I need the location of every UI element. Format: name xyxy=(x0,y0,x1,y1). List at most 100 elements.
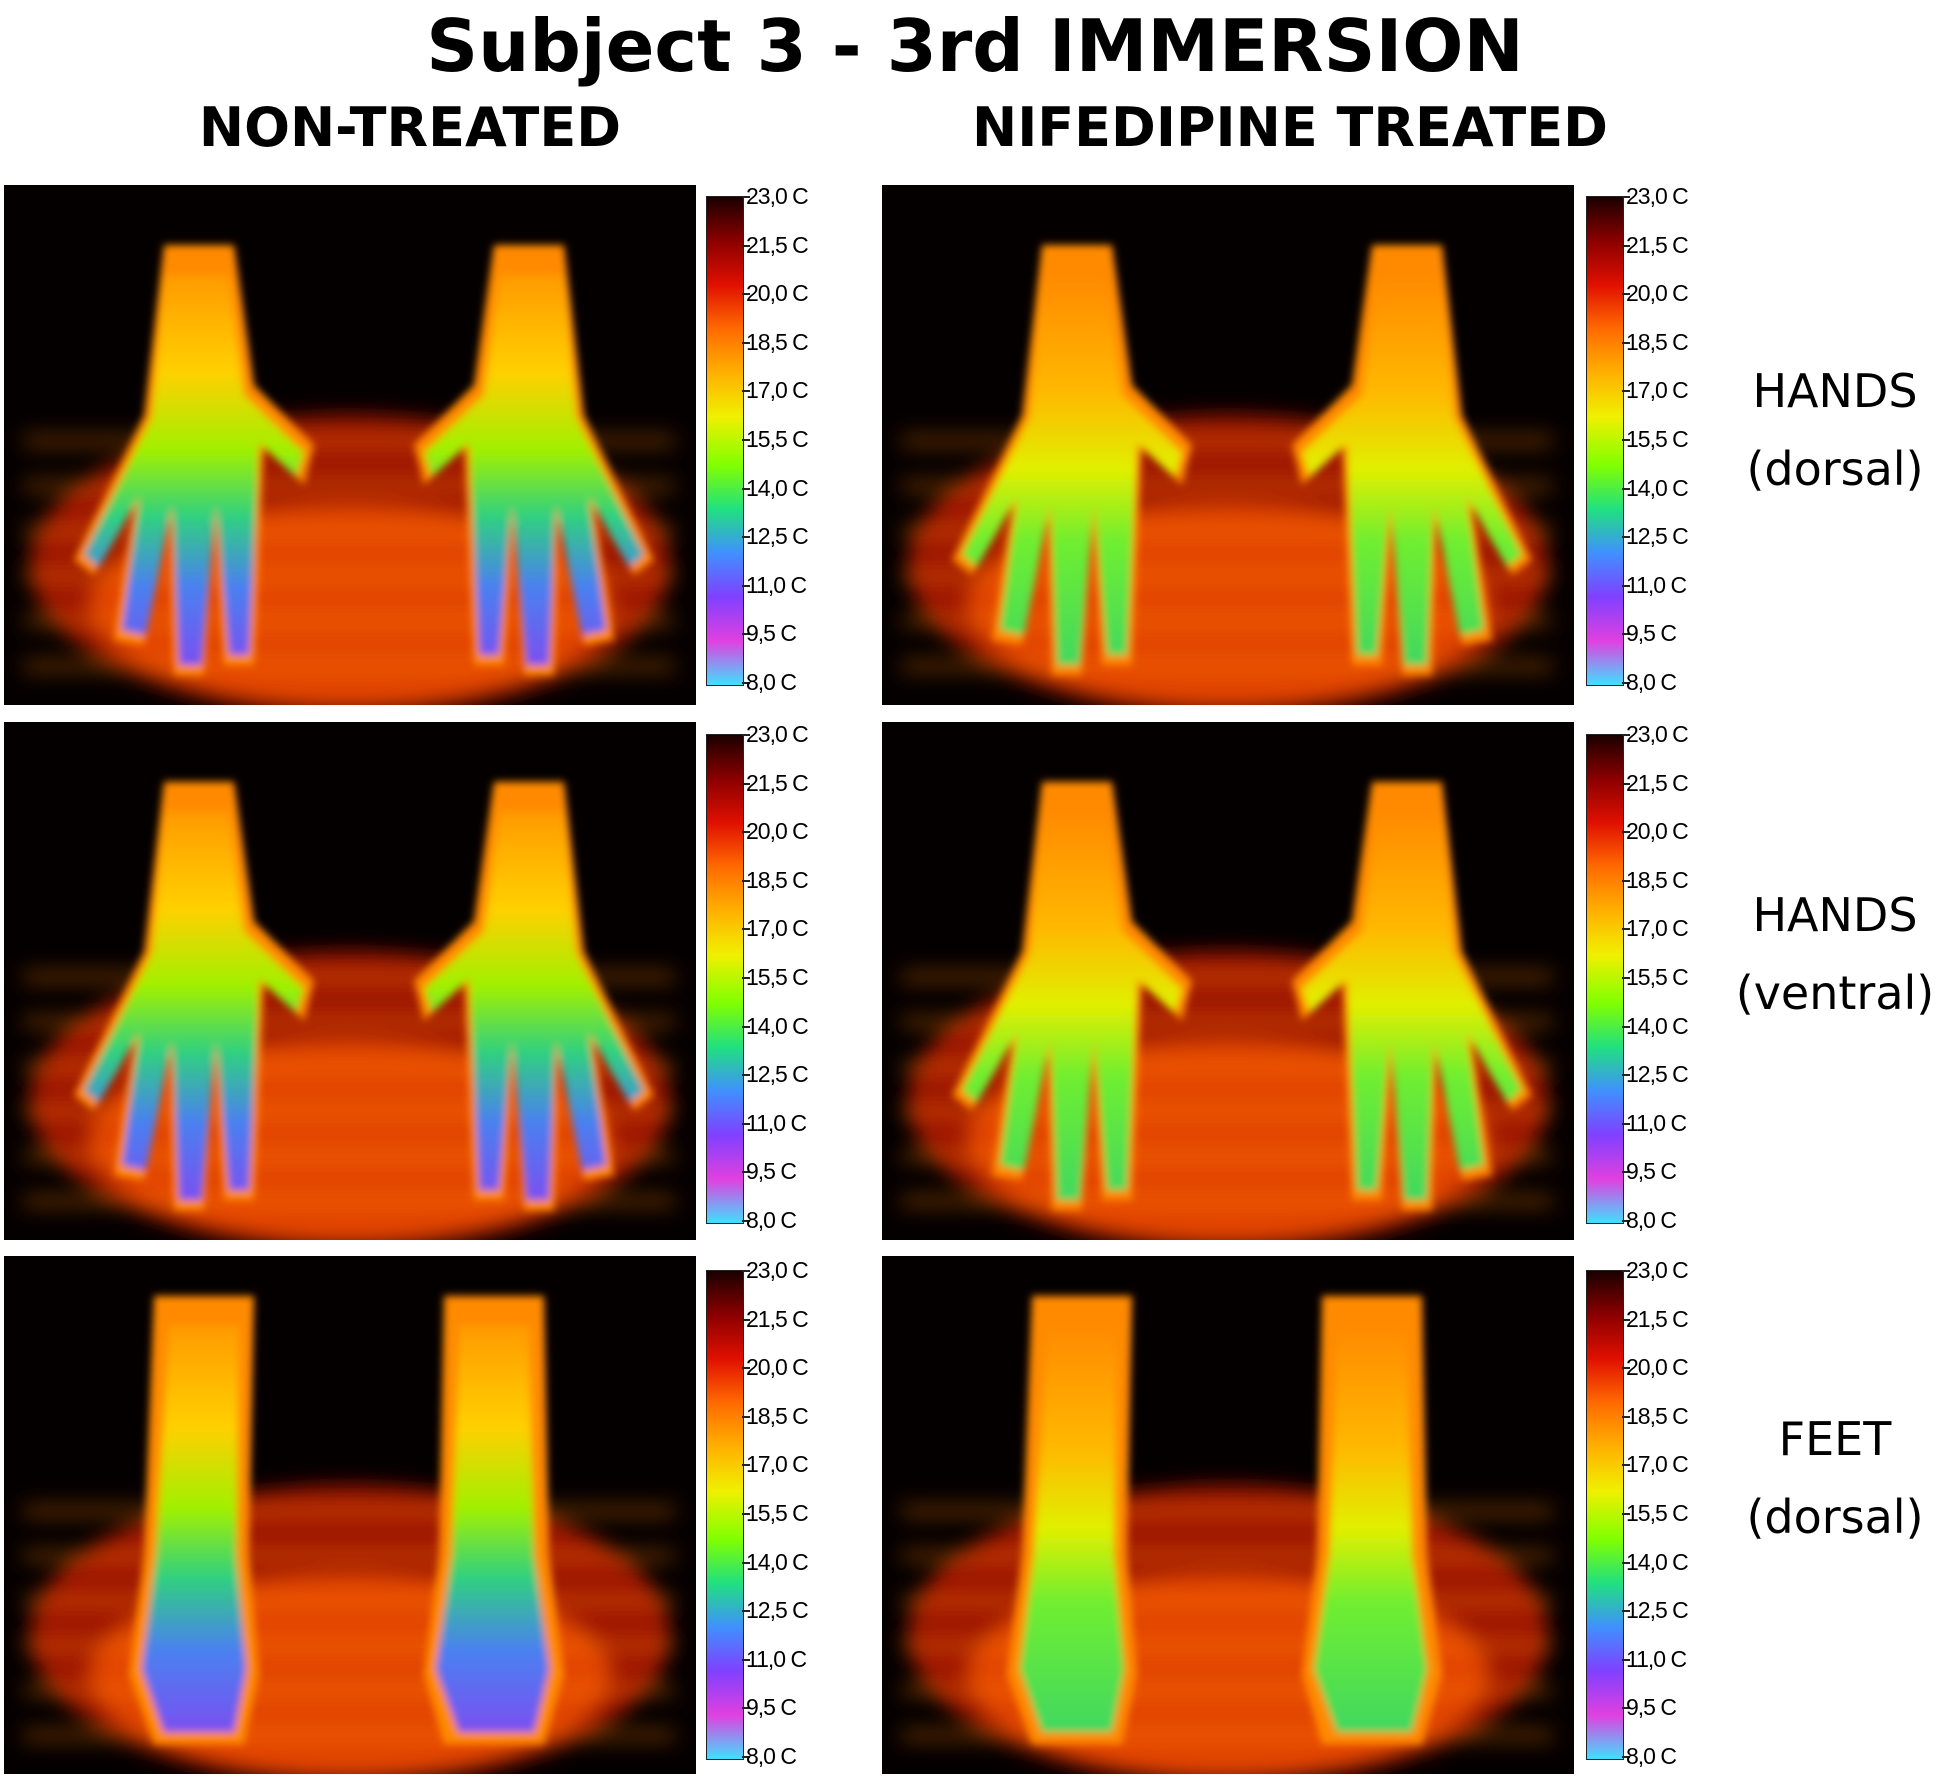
scale-tick-label: 8,0 C xyxy=(1626,669,1677,695)
scale-tick-label: 17,0 C xyxy=(746,377,809,404)
scale-tick-label: 17,0 C xyxy=(746,1451,809,1478)
scale-tick xyxy=(742,1513,750,1515)
scale-tick xyxy=(742,1270,750,1272)
scale-tick-label: 21,5 C xyxy=(746,231,809,258)
scale-tick-label: 11,0 C xyxy=(746,571,807,598)
scale-tick-label: 23,0 C xyxy=(746,721,809,747)
scale-tick xyxy=(742,1561,750,1564)
scale-tick-label: 18,5 C xyxy=(746,866,809,893)
scale-tick-label: 17,0 C xyxy=(1626,377,1689,404)
scale-tick-label: 12,5 C xyxy=(746,1597,809,1624)
scale-gradient-bar xyxy=(706,734,744,1224)
scale-tick-label: 20,0 C xyxy=(746,280,809,307)
column-heading-non-treated: NON-TREATED xyxy=(198,96,622,159)
scale-tick-label: 23,0 C xyxy=(1626,1257,1689,1283)
scale-tick xyxy=(1622,682,1630,684)
scale-tick xyxy=(742,782,750,785)
scale-tick-label: 12,5 C xyxy=(1626,1597,1689,1624)
scale-tick-label: 14,0 C xyxy=(1626,1012,1689,1039)
scale-tick xyxy=(1622,439,1630,441)
scale-tick-label: 15,5 C xyxy=(746,426,809,452)
scale-tick xyxy=(1622,734,1630,736)
scale-tick xyxy=(742,1122,750,1125)
scale-tick xyxy=(1622,1074,1630,1077)
column-heading-nifedipine-treated: NIFEDIPINE TREATED xyxy=(972,96,1608,159)
row-label-line2: (dorsal) xyxy=(1746,442,1924,496)
scale-tick xyxy=(1622,536,1630,539)
scale-tick-label: 12,5 C xyxy=(746,1061,809,1088)
scale-tick xyxy=(742,293,750,296)
thermal-image-hands-ventral-non-treated xyxy=(4,722,696,1240)
scale-gradient-bar xyxy=(706,196,744,686)
temperature-scale: 23,0 C 21,5 C 20,0 C 18,5 C 17,0 C 15,5 C 14,0… xyxy=(706,184,856,694)
thermal-image-hands-dorsal-non-treated xyxy=(4,185,696,705)
scale-tick-label: 21,5 C xyxy=(1626,769,1689,796)
scale-tick xyxy=(1622,1270,1630,1272)
scale-gradient-bar xyxy=(1586,1270,1624,1760)
scale-tick-label: 15,5 C xyxy=(746,1500,809,1526)
row-label-line2: (ventral) xyxy=(1735,966,1935,1020)
scale-tick xyxy=(1622,1658,1630,1661)
temperature-scale: 23,0 C 21,5 C 20,0 C 18,5 C 17,0 C 15,5 C 14,0… xyxy=(1586,722,1736,1232)
scale-tick-label: 20,0 C xyxy=(746,818,809,845)
scale-tick xyxy=(742,196,750,198)
scale-tick xyxy=(742,682,750,684)
scale-tick-label: 11,0 C xyxy=(746,1109,807,1136)
scale-tick-label: 11,0 C xyxy=(1626,571,1687,598)
scale-tick-label: 9,5 C xyxy=(746,620,797,647)
scale-gradient-bar xyxy=(1586,734,1624,1224)
scale-tick xyxy=(742,487,750,490)
scale-tick xyxy=(742,928,750,931)
scale-tick xyxy=(742,536,750,539)
temperature-scale: 23,0 C 21,5 C 20,0 C 18,5 C 17,0 C 15,5 C 14,0… xyxy=(1586,184,1736,694)
scale-tick-label: 21,5 C xyxy=(1626,231,1689,258)
scale-tick-label: 11,0 C xyxy=(1626,1645,1687,1672)
scale-tick-label: 18,5 C xyxy=(1626,1402,1689,1429)
scale-tick-label: 17,0 C xyxy=(746,915,809,942)
scale-tick-label: 8,0 C xyxy=(1626,1743,1677,1769)
scale-tick xyxy=(742,1610,750,1613)
thermal-image-hands-dorsal-treated xyxy=(882,185,1574,705)
scale-tick-label: 11,0 C xyxy=(1626,1109,1687,1136)
scale-tick xyxy=(1622,1171,1630,1174)
scale-tick xyxy=(1622,1367,1630,1370)
scale-tick xyxy=(1622,1610,1630,1613)
row-label-line1: HANDS xyxy=(1752,364,1918,418)
scale-tick-label: 14,0 C xyxy=(746,474,809,501)
scale-tick-label: 18,5 C xyxy=(746,328,809,355)
row-label-feet-dorsal: FEET (dorsal) xyxy=(1720,1400,1950,1556)
scale-tick-label: 14,0 C xyxy=(1626,474,1689,501)
scale-gradient-bar xyxy=(1586,196,1624,686)
scale-tick xyxy=(1622,196,1630,198)
row-label-line2: (dorsal) xyxy=(1746,1490,1924,1544)
scale-tick-label: 17,0 C xyxy=(1626,1451,1689,1478)
scale-tick-label: 23,0 C xyxy=(746,1257,809,1283)
scale-tick xyxy=(1622,1318,1630,1321)
figure-title: Subject 3 - 3rd IMMERSION xyxy=(426,4,1524,88)
scale-tick xyxy=(742,879,750,882)
scale-tick xyxy=(1622,879,1630,882)
scale-tick xyxy=(1622,1464,1630,1467)
row-label-line1: FEET xyxy=(1778,1412,1892,1466)
scale-tick xyxy=(742,341,750,344)
scale-tick xyxy=(742,1658,750,1661)
scale-tick-label: 23,0 C xyxy=(746,183,809,209)
scale-tick-label: 20,0 C xyxy=(746,1354,809,1381)
scale-tick-label: 12,5 C xyxy=(746,523,809,550)
scale-tick-label: 17,0 C xyxy=(1626,915,1689,942)
scale-tick-label: 11,0 C xyxy=(746,1645,807,1672)
scale-tick xyxy=(1622,977,1630,979)
scale-tick xyxy=(1622,293,1630,296)
scale-tick xyxy=(1622,390,1630,393)
scale-tick-label: 21,5 C xyxy=(746,769,809,796)
scale-tick xyxy=(1622,487,1630,490)
scale-tick-label: 9,5 C xyxy=(1626,1694,1677,1721)
scale-tick-label: 8,0 C xyxy=(746,1743,797,1769)
scale-tick xyxy=(1622,1707,1630,1710)
scale-tick xyxy=(1622,1756,1630,1758)
scale-tick xyxy=(742,1415,750,1418)
scale-tick-label: 9,5 C xyxy=(746,1158,797,1185)
scale-tick-label: 18,5 C xyxy=(746,1402,809,1429)
scale-tick xyxy=(1622,584,1630,587)
scale-tick-label: 15,5 C xyxy=(1626,1500,1689,1526)
